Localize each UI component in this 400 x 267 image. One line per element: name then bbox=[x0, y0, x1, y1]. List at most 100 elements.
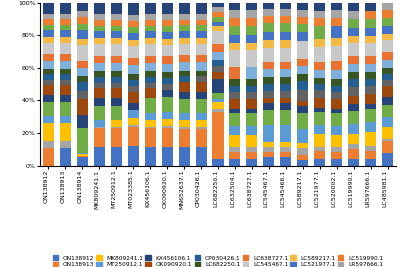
Bar bbox=[348, 28, 359, 36]
Bar bbox=[77, 115, 88, 128]
Bar bbox=[77, 99, 88, 115]
Bar bbox=[178, 44, 190, 49]
Bar bbox=[365, 19, 376, 28]
Bar bbox=[111, 50, 122, 56]
Bar bbox=[145, 99, 156, 113]
Bar bbox=[60, 14, 71, 19]
Bar bbox=[60, 74, 71, 80]
Bar bbox=[280, 49, 291, 62]
Bar bbox=[111, 26, 122, 31]
Bar bbox=[246, 159, 258, 166]
Bar bbox=[77, 53, 88, 61]
Bar bbox=[94, 83, 105, 88]
Bar bbox=[280, 77, 291, 84]
Bar bbox=[162, 14, 173, 20]
Bar bbox=[348, 42, 359, 49]
Bar bbox=[280, 142, 291, 147]
Bar bbox=[212, 66, 224, 72]
Bar bbox=[145, 50, 156, 56]
Bar bbox=[246, 67, 258, 80]
Bar bbox=[145, 83, 156, 88]
Bar bbox=[246, 35, 258, 43]
Bar bbox=[111, 44, 122, 50]
Bar bbox=[348, 72, 359, 79]
Bar bbox=[178, 20, 190, 25]
Bar bbox=[365, 132, 376, 146]
Bar bbox=[382, 68, 393, 74]
Bar bbox=[128, 103, 139, 110]
Bar bbox=[230, 35, 240, 43]
Bar bbox=[246, 152, 258, 159]
Bar bbox=[94, 44, 105, 50]
Bar bbox=[263, 32, 274, 40]
Bar bbox=[297, 66, 308, 74]
Bar bbox=[212, 44, 224, 52]
Bar bbox=[178, 55, 190, 62]
Bar bbox=[230, 159, 240, 166]
Bar bbox=[60, 19, 71, 25]
Bar bbox=[212, 26, 224, 31]
Bar bbox=[94, 20, 105, 26]
Bar bbox=[263, 147, 274, 152]
Bar bbox=[111, 56, 122, 63]
Bar bbox=[331, 135, 342, 147]
Bar bbox=[382, 139, 393, 141]
Bar bbox=[331, 100, 342, 109]
Bar bbox=[196, 3, 206, 14]
Bar bbox=[212, 102, 224, 109]
Bar bbox=[280, 84, 291, 91]
Bar bbox=[43, 25, 54, 30]
Bar bbox=[314, 54, 325, 62]
Bar bbox=[246, 3, 258, 10]
Bar bbox=[331, 113, 342, 125]
Bar bbox=[246, 50, 258, 58]
Bar bbox=[297, 74, 308, 81]
Bar bbox=[365, 122, 376, 132]
Bar bbox=[145, 147, 156, 166]
Bar bbox=[297, 113, 308, 129]
Bar bbox=[94, 99, 105, 105]
Bar bbox=[348, 111, 359, 124]
Bar bbox=[280, 32, 291, 40]
Bar bbox=[111, 20, 122, 26]
Bar bbox=[196, 62, 206, 71]
Bar bbox=[348, 64, 359, 72]
Bar bbox=[212, 36, 224, 44]
Bar bbox=[382, 60, 393, 68]
Bar bbox=[280, 69, 291, 77]
Bar bbox=[111, 83, 122, 88]
Bar bbox=[246, 43, 258, 50]
Bar bbox=[162, 39, 173, 45]
Bar bbox=[196, 113, 206, 120]
Bar bbox=[43, 85, 54, 95]
Bar bbox=[297, 129, 308, 143]
Bar bbox=[212, 72, 224, 78]
Bar bbox=[94, 147, 105, 166]
Bar bbox=[348, 144, 359, 149]
Bar bbox=[94, 63, 105, 71]
Bar bbox=[331, 53, 342, 61]
Bar bbox=[128, 74, 139, 80]
Bar bbox=[162, 64, 173, 72]
Bar bbox=[246, 10, 258, 18]
Bar bbox=[331, 86, 342, 92]
Bar bbox=[280, 23, 291, 32]
Bar bbox=[382, 40, 393, 46]
Bar bbox=[60, 48, 71, 54]
Bar bbox=[162, 3, 173, 14]
Bar bbox=[94, 50, 105, 56]
Bar bbox=[365, 64, 376, 72]
Bar bbox=[297, 33, 308, 41]
Bar bbox=[162, 128, 173, 147]
Bar bbox=[314, 134, 325, 147]
Bar bbox=[263, 91, 274, 98]
Bar bbox=[314, 26, 325, 39]
Bar bbox=[111, 71, 122, 77]
Bar bbox=[263, 16, 274, 23]
Bar bbox=[94, 38, 105, 44]
Bar bbox=[365, 94, 376, 104]
Bar bbox=[60, 141, 71, 148]
Bar bbox=[331, 18, 342, 26]
Bar bbox=[43, 43, 54, 48]
Bar bbox=[230, 109, 240, 113]
